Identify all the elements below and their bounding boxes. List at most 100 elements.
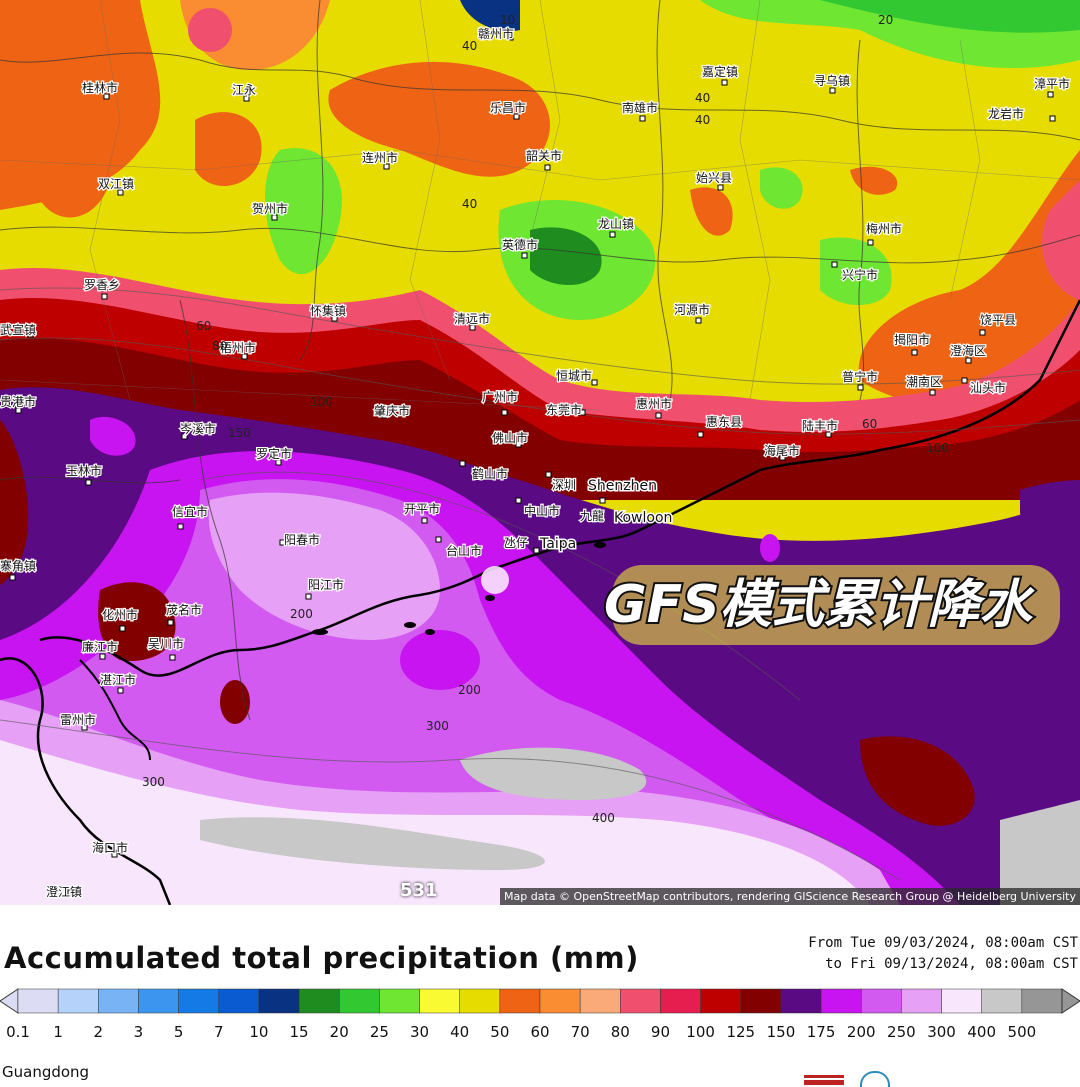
city-marker: 东莞市 [545,401,586,418]
scale-swatch [700,988,742,1014]
city-marker: 怀集镇 [309,302,347,322]
city-label: 饶平县 [980,313,1016,327]
city-label: Shenzhen [588,478,657,494]
color-scale-ticks: 0.1 1 2 3 5 7 10 15 20 25 30 40 50 60 70 80 90 100 125 150 1… [0,1023,1080,1045]
city-marker: 普宁市 [841,368,879,391]
city-marker: 龙山镇 [597,216,635,238]
city-label: 韶关市 [526,148,562,163]
city-marker: 湛江市 [99,671,137,694]
scale-tick-label: 30 [409,1023,430,1041]
city-marker: 南雄市 [621,99,659,122]
city-label: 玉林市 [66,463,102,478]
city-label: 汕头市 [970,380,1006,395]
scale-tick-label: 80 [610,1023,630,1041]
city-label: 龙岩市 [988,106,1024,121]
city-label: 海口市 [92,840,128,855]
city-marker: 双江镇 [97,176,135,196]
scale-tick-label: 3 [133,1023,144,1041]
legend-dates: From Tue 09/03/2024, 08:00am CST to Fri … [808,933,1078,975]
city-marker: 武宣镇 [0,321,37,339]
city-label: 陆丰市 [802,418,838,433]
city-label: 嘉定镇 [702,64,738,79]
city-label: 寻乌镇 [814,73,850,88]
city-marker: 兴宁市 [831,261,879,283]
scale-swatch [981,988,1023,1014]
city-marker: 嘉定镇 [701,63,739,86]
contour-label: 40 [462,39,477,53]
scale-tick-label: 100 [686,1023,715,1041]
scale-swatch [218,988,260,1014]
scale-swatch [499,988,541,1014]
city-label: 贺州市 [252,201,288,216]
city-label: 漳平市 [1034,76,1070,91]
city-label: 清远市 [454,311,490,326]
scale-arrow-low [0,988,19,1014]
contour-label: 60 [196,319,211,333]
city-label: 澄海区 [950,343,986,358]
logo-icon [860,1071,890,1087]
city-label: 廉江市 [82,639,118,654]
scale-tick-label: 500 [1007,1023,1037,1041]
city-marker: 韶关市 [525,147,563,171]
city-label: 氹仔 [504,536,528,550]
city-marker: 江永 [231,82,257,102]
scale-tick-label: 70 [570,1023,590,1041]
city-marker: 深圳 [545,471,577,493]
contour-label: 300 [142,775,165,789]
city-label: 雷州市 [60,712,96,727]
scale-tick-label: 1 [53,1023,63,1041]
map-frame-number: 531 [400,880,438,901]
scale-swatch [740,988,782,1014]
city-marker: 吴川市 [147,635,185,661]
city-label: 湛江市 [100,672,136,687]
city-marker: 肇庆市 [373,402,412,420]
city-marker: 河源市 [673,301,711,324]
city-marker: 岑溪市 [179,420,217,440]
city-labels: 赣州市 桂林市 江永 乐昌市 南雄市 嘉定镇 寻乌镇 漳平市 连州市 韶关市 双… [0,25,1071,901]
city-marker: 罗定市 [255,445,293,466]
contour-label: 40 [462,197,477,211]
city-marker: 英德市 [501,236,539,259]
city-marker: 寻乌镇 [813,72,851,94]
city-label: 罗定市 [256,446,292,461]
scale-swatch [941,988,982,1014]
city-marker: 贵港市 [0,393,37,414]
legend-title: Accumulated total precipitation (mm) [4,941,639,975]
city-label: 信宜市 [172,504,208,519]
city-marker: 汕头市 [961,377,1007,396]
city-marker: 廉江市 [81,638,119,660]
city-label: 佛山市 [492,430,528,445]
city-marker: 潮南区 [905,373,943,396]
city-label: Taipa [539,536,576,552]
city-label: 阳春市 [284,532,320,547]
legend-panel: Accumulated total precipitation (mm) Fro… [0,905,1080,1087]
city-marker: 海尾市 [763,442,801,461]
date-to: to Fri 09/13/2024, 08:00am CST [825,956,1078,972]
city-marker: 开平市 [403,500,441,524]
map-canvas: 赣州市 桂林市 江永 乐昌市 南雄市 嘉定镇 寻乌镇 漳平市 连州市 韶关市 双… [0,0,1080,905]
city-label: 广州市 [482,389,518,404]
scale-tick-label: 400 [967,1023,997,1041]
city-label: 岑溪市 [180,421,216,436]
scale-tick-label: 90 [650,1023,670,1041]
city-label: 潮南区 [906,374,942,389]
scale-swatch [820,988,862,1014]
overlay-title: GFS模式累计降水 [602,565,1060,645]
scale-tick-label: 20 [329,1023,349,1041]
region-label: Guangdong [2,1063,90,1081]
contour-label: 40 [695,91,710,105]
city-marker: 赣州市 [477,25,516,43]
city-marker: 鹤山市 [459,460,509,482]
city-label: 乐昌市 [490,100,526,115]
city-label: 始兴县 [696,171,732,185]
city-label: 台山市 [446,543,482,558]
city-label: 恒城市 [556,368,592,383]
city-marker: 澄海区 [949,342,987,364]
city-label: 化州市 [102,607,138,622]
scale-swatch [539,988,581,1014]
contour-label: 80 [212,339,227,353]
scale-swatch [860,988,902,1014]
city-label: 兴宁市 [842,267,878,282]
city-marker: 氹仔 [503,535,540,554]
scale-tick-label: 15 [289,1023,309,1041]
